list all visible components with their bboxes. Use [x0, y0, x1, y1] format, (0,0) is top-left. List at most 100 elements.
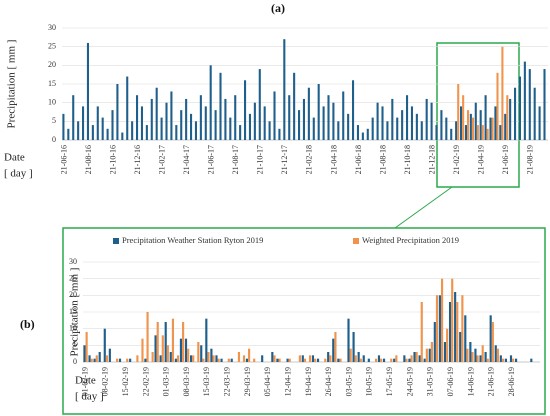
x-tick-label: 21-12-17 [280, 145, 289, 174]
bar [499, 125, 502, 140]
bar [381, 106, 384, 140]
bar [179, 338, 183, 362]
bar [154, 335, 157, 362]
legend-swatch [113, 238, 119, 244]
bar [347, 318, 350, 362]
x-tick-label: 22-03-19 [223, 367, 232, 396]
x-tick-label: 29-03-19 [243, 367, 252, 396]
bar [161, 335, 164, 362]
bar [501, 358, 505, 362]
x-tick-label: 03-05-19 [344, 367, 353, 396]
bar [514, 358, 518, 362]
bar [371, 117, 374, 140]
bar [504, 358, 507, 362]
bar [386, 121, 389, 140]
bar [165, 102, 168, 140]
bar [118, 358, 122, 362]
bar [464, 315, 467, 362]
bar [194, 121, 197, 140]
x-tick-label: 21-12-16 [133, 145, 142, 174]
bar [460, 106, 463, 140]
bar [357, 352, 360, 362]
y-axis-label: Precipitation [ mm ] [69, 268, 81, 357]
x-tick-label: 21-06-16 [59, 145, 68, 174]
bar [86, 42, 89, 140]
x-tick-label: 21-04-18 [329, 145, 338, 174]
bar [77, 121, 80, 140]
y-tick-label: 20 [48, 60, 56, 69]
bar [207, 352, 210, 362]
bar [160, 117, 163, 140]
bar [261, 355, 264, 362]
bar [219, 72, 222, 140]
bar [197, 342, 200, 362]
bar [293, 72, 296, 140]
bar [220, 358, 223, 362]
bar [491, 322, 494, 362]
bar [459, 332, 462, 362]
bar [391, 98, 394, 140]
x-axis-label: Date [4, 152, 25, 164]
bar [403, 355, 406, 362]
bar [476, 125, 479, 140]
y-tick-label: 25 [48, 41, 56, 50]
bar [209, 65, 212, 140]
bar [271, 352, 274, 362]
y-tick-label: 5 [73, 340, 77, 349]
bar [339, 358, 342, 362]
bar [192, 355, 195, 362]
bar [175, 125, 178, 140]
bar [332, 102, 335, 140]
bar [481, 125, 484, 140]
bar [430, 342, 433, 362]
bar [494, 106, 497, 140]
bar [486, 128, 489, 140]
bar [380, 358, 383, 362]
bar [164, 322, 167, 362]
x-tick-label: 08-02-19 [101, 367, 110, 396]
bar [509, 355, 513, 362]
y-tick-label: 5 [52, 116, 56, 125]
bar [121, 132, 124, 140]
bar [155, 87, 158, 140]
bar [205, 318, 208, 362]
bar [184, 338, 188, 362]
bar [489, 315, 492, 362]
x-tick-label: 21-08-19 [526, 145, 535, 174]
bar [169, 352, 172, 362]
legend-label: Weighted Precipitation 2019 [362, 235, 459, 245]
bar [408, 358, 411, 362]
bar [327, 95, 330, 140]
bar [322, 106, 325, 140]
bar [374, 358, 378, 362]
bar [440, 278, 444, 362]
bar [136, 95, 139, 140]
y-tick-label: 10 [48, 97, 56, 106]
x-tick-label: 19-04-19 [304, 367, 313, 396]
bar [474, 102, 477, 140]
bar [342, 91, 345, 140]
connector [394, 186, 453, 229]
bar [430, 102, 433, 140]
bar [509, 98, 512, 140]
bar [308, 355, 312, 362]
bar [156, 322, 159, 362]
bar [352, 332, 355, 362]
bar [420, 302, 423, 362]
x-tick-label: 21-06-19 [501, 145, 510, 174]
x-tick-label: 21-06-19 [487, 367, 496, 396]
y-tick-label: 0 [52, 135, 56, 144]
bar [234, 95, 237, 140]
bar [93, 358, 96, 362]
y-tick-label: 25 [69, 273, 77, 282]
x-tick-label: 26-04-19 [324, 367, 333, 396]
bar [72, 95, 75, 140]
bar [496, 348, 499, 362]
bar [101, 117, 104, 140]
bar [140, 106, 143, 140]
bar [298, 355, 301, 362]
bar [334, 332, 337, 362]
bar [352, 80, 355, 140]
bar [428, 348, 431, 362]
bar [481, 345, 484, 362]
